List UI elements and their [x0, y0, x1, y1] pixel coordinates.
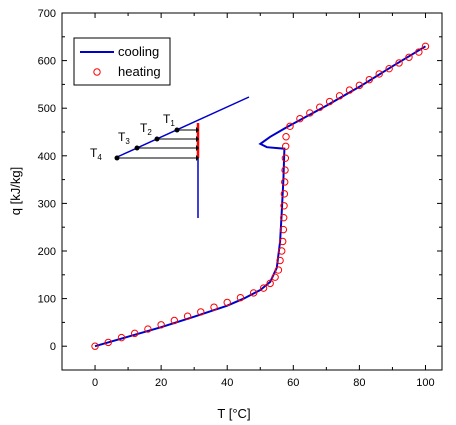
inset-point-t4: [114, 155, 120, 161]
data-point-heating: [345, 86, 354, 94]
x-tick-label: 0: [92, 377, 98, 389]
data-point-heating: [296, 114, 304, 123]
data-point-heating: [117, 333, 126, 342]
axis-ticks: 0 20 40 60 80 100 0 100 200 300 400 500 600 700: [38, 8, 442, 389]
data-point-heating: [281, 166, 289, 174]
y-tick-label: 200: [38, 246, 56, 258]
series-line-cooling: [94, 45, 427, 348]
y-axis-label: q [kJ/kg]: [8, 167, 23, 215]
data-point-heating: [280, 202, 288, 210]
data-point-heating: [286, 122, 294, 130]
data-point-heating: [415, 48, 423, 56]
data-point-heating: [104, 338, 112, 347]
data-point-heating: [144, 325, 152, 333]
data-point-heating: [266, 279, 274, 288]
data-point-heating: [197, 308, 205, 316]
data-point-heating: [281, 154, 290, 162]
inset-point-t1: [174, 127, 180, 133]
data-point-heating: [236, 293, 245, 302]
inset-arrowhead-t1: [196, 127, 199, 133]
data-point-heating: [282, 133, 290, 141]
data-point-heating: [170, 316, 179, 325]
data-point-heating: [280, 213, 288, 222]
x-tick-label: 60: [287, 377, 299, 389]
data-point-heating: [183, 312, 192, 320]
y-tick-label: 500: [38, 103, 56, 115]
data-point-heating: [279, 237, 287, 246]
inset-arrowhead-t3: [196, 145, 199, 151]
inset-point-t3: [134, 145, 140, 151]
data-point-heating: [306, 109, 314, 117]
inset-label-t4: T4: [90, 146, 102, 162]
x-tick-label: 40: [221, 377, 233, 389]
inset-point-t2: [154, 136, 160, 142]
data-point-heating: [276, 256, 284, 265]
data-layer: [91, 42, 430, 350]
data-point-heating: [405, 53, 413, 61]
data-point-heating: [385, 64, 393, 73]
data-point-heating: [223, 298, 231, 307]
data-point-heating: [249, 289, 258, 297]
y-tick-label: 0: [50, 341, 56, 353]
data-point-heating: [130, 329, 139, 338]
data-point-heating: [365, 75, 374, 84]
y-tick-label: 400: [38, 151, 56, 163]
data-point-heating: [259, 284, 268, 292]
inset-schematic: T1 T2 T3 T4: [90, 96, 250, 218]
y-tick-label: 600: [38, 56, 56, 68]
data-point-heating: [325, 97, 334, 106]
data-point-heating: [210, 303, 218, 311]
legend-box: [73, 37, 171, 86]
data-point-heating: [274, 266, 283, 274]
y-tick-label: 100: [38, 294, 56, 306]
data-point-heating: [316, 103, 324, 111]
y-tick-label: 300: [38, 198, 56, 210]
inset-label-t1: T1: [163, 112, 175, 128]
data-point-heating: [421, 42, 430, 51]
y-tick-label: 700: [38, 8, 56, 20]
legend: cooling heating: [73, 37, 171, 86]
data-point-heating: [395, 59, 403, 67]
legend-label-heating: heating: [118, 64, 161, 79]
legend-label-cooling: cooling: [118, 44, 159, 59]
data-point-heating: [281, 178, 289, 186]
plot-frame: [61, 12, 443, 371]
inset-arrowhead-t4: [196, 155, 199, 161]
x-axis-label: T [°C]: [217, 406, 250, 421]
inset-label-t3: T3: [118, 130, 130, 146]
data-point-heating: [157, 321, 165, 329]
data-point-heating: [280, 190, 289, 198]
data-point-heating: [335, 92, 344, 100]
x-tick-label: 100: [416, 377, 434, 389]
data-point-heating: [282, 142, 290, 150]
x-tick-label: 20: [155, 377, 167, 389]
data-point-heating: [278, 247, 286, 255]
data-point-heating: [279, 225, 288, 234]
data-point-heating: [91, 342, 99, 350]
inset-arrowhead-t2: [196, 136, 199, 142]
inset-label-t2: T2: [140, 121, 152, 137]
data-point-heating: [375, 70, 383, 78]
legend-marker-heating: [93, 68, 101, 76]
data-point-heating: [271, 273, 279, 281]
x-tick-label: 80: [353, 377, 365, 389]
data-point-heating: [355, 81, 364, 90]
